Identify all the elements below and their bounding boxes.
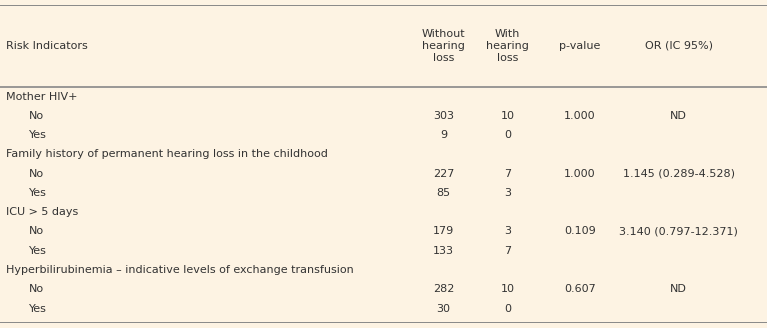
Text: Mother HIV+: Mother HIV+ (6, 92, 77, 102)
Text: p-value: p-value (559, 41, 601, 51)
Text: No: No (29, 284, 44, 294)
Text: Yes: Yes (29, 188, 47, 198)
Text: 10: 10 (501, 111, 515, 121)
Text: ND: ND (670, 284, 687, 294)
Text: Hyperbilirubinemia – indicative levels of exchange transfusion: Hyperbilirubinemia – indicative levels o… (6, 265, 354, 275)
Text: 3: 3 (504, 188, 512, 198)
Text: 1.145 (0.289-4.528): 1.145 (0.289-4.528) (623, 169, 735, 179)
Text: 3: 3 (504, 226, 512, 236)
Text: Family history of permanent hearing loss in the childhood: Family history of permanent hearing loss… (6, 149, 328, 159)
Text: 303: 303 (433, 111, 454, 121)
Text: No: No (29, 226, 44, 236)
Text: No: No (29, 111, 44, 121)
Text: 3.140 (0.797-12.371): 3.140 (0.797-12.371) (620, 226, 738, 236)
Text: 0.607: 0.607 (564, 284, 596, 294)
Text: 179: 179 (433, 226, 454, 236)
Text: 30: 30 (436, 303, 450, 314)
Text: 1.000: 1.000 (564, 169, 596, 179)
Text: Yes: Yes (29, 246, 47, 256)
Text: With
hearing
loss: With hearing loss (486, 29, 529, 63)
Text: 0: 0 (504, 303, 512, 314)
Text: No: No (29, 169, 44, 179)
Text: Risk Indicators: Risk Indicators (6, 41, 88, 51)
Text: Without
hearing
loss: Without hearing loss (422, 29, 465, 63)
Text: 227: 227 (433, 169, 454, 179)
Text: OR (IC 95%): OR (IC 95%) (645, 41, 713, 51)
Text: 10: 10 (501, 284, 515, 294)
Text: 133: 133 (433, 246, 454, 256)
Text: 282: 282 (433, 284, 454, 294)
Text: 7: 7 (504, 169, 512, 179)
Text: 0: 0 (504, 130, 512, 140)
Text: 85: 85 (436, 188, 450, 198)
Text: ND: ND (670, 111, 687, 121)
Text: Yes: Yes (29, 130, 47, 140)
Text: Yes: Yes (29, 303, 47, 314)
Bar (0, 5, 767, 87)
Text: 9: 9 (439, 130, 447, 140)
Text: 1.000: 1.000 (564, 111, 596, 121)
Text: ICU > 5 days: ICU > 5 days (6, 207, 78, 217)
Text: 0.109: 0.109 (564, 226, 596, 236)
Text: 7: 7 (504, 246, 512, 256)
